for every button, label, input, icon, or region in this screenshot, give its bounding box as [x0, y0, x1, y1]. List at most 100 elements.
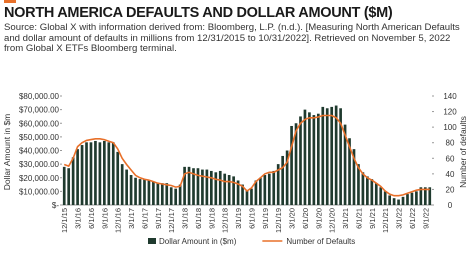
x-tick-label: 12/1/21: [381, 208, 390, 233]
line: [63, 114, 430, 197]
y2-tick-label: 60: [446, 154, 455, 163]
bar: [218, 170, 222, 205]
x-tick-label: 12/1/15: [60, 208, 69, 233]
bar: [263, 175, 267, 205]
x-tick-label: 6/1/18: [194, 208, 203, 229]
bar: [134, 177, 137, 205]
bar: [294, 123, 298, 205]
bar: [303, 109, 307, 205]
bar: [80, 145, 84, 205]
bar: [94, 140, 97, 205]
y2-tick-label: 20: [446, 185, 455, 194]
bar: [156, 183, 160, 205]
bar: [89, 142, 93, 205]
bar: [174, 188, 178, 205]
x-tick-label: 3/1/18: [181, 208, 190, 229]
bar: [392, 198, 396, 205]
bar: [223, 173, 227, 205]
bar: [227, 175, 231, 205]
x-tick-label: 6/1/20: [301, 208, 310, 229]
bar: [210, 170, 213, 205]
y2-tick-label: 140: [443, 92, 457, 101]
bar: [160, 183, 164, 205]
y-tick-label: $10,000.00: [19, 187, 60, 196]
bar: [138, 179, 142, 205]
y2-tick-label: 80: [446, 139, 455, 148]
bar: [330, 106, 334, 205]
bar: [196, 168, 200, 205]
bar: [129, 175, 133, 205]
legend-label: Number of Defaults: [286, 237, 355, 246]
y2-tick-label: 100: [443, 123, 457, 132]
bar: [325, 108, 329, 205]
bar: [178, 184, 182, 205]
bar: [201, 169, 204, 205]
bar: [214, 172, 218, 205]
x-tick-label: 3/1/17: [127, 208, 136, 229]
bar: [397, 199, 400, 205]
bar: [250, 188, 253, 205]
y-tick-label: $80,000.00: [19, 92, 60, 101]
bar: [321, 106, 325, 205]
bar: [374, 183, 378, 205]
bar: [71, 157, 75, 205]
x-tick-label: 6/1/17: [140, 208, 149, 229]
x-tick-label: 3/1/20: [288, 208, 297, 229]
bar: [423, 187, 427, 205]
bar: [366, 176, 369, 205]
x-tick-label: 6/1/16: [87, 208, 96, 229]
bar: [379, 187, 383, 205]
bar: [415, 191, 418, 205]
x-tick-label: 12/1/17: [167, 208, 176, 233]
bar: [232, 176, 235, 205]
bar: [165, 183, 169, 205]
x-tick-label: 12/1/18: [221, 208, 230, 233]
bar: [281, 155, 284, 205]
bar: [143, 179, 146, 205]
x-tick-label: 12/1/19: [274, 208, 283, 233]
chart-title: NORTH AMERICA DEFAULTS AND DOLLAR AMOUNT…: [4, 5, 393, 21]
y-tick-label: $40,000.00: [19, 147, 60, 156]
y2-tick-label: 0: [448, 201, 453, 210]
x-tick-label: 9/1/21: [368, 208, 377, 229]
bar: [98, 142, 102, 205]
bar: [111, 142, 115, 205]
bar: [312, 115, 316, 205]
legend-swatch: [148, 238, 156, 244]
bar: [205, 169, 209, 205]
bar: [290, 125, 293, 205]
y-tick-label: $20,000.00: [19, 174, 60, 183]
x-tick-label: 9/1/20: [314, 208, 323, 229]
x-tick-label: 3/1/21: [341, 208, 350, 229]
bar: [241, 184, 244, 205]
bar: [107, 142, 111, 205]
bar: [334, 105, 338, 205]
bar: [410, 192, 414, 205]
bar: [67, 168, 71, 205]
bar: [125, 169, 128, 205]
x-tick-label: 6/1/19: [247, 208, 256, 229]
bar: [419, 187, 423, 205]
x-tick-label: 6/1/21: [354, 208, 363, 229]
y-tick-label: $30,000.00: [19, 160, 60, 169]
y-tick-label: $-: [52, 201, 59, 210]
bar: [361, 172, 365, 205]
bar: [272, 170, 276, 205]
bar: [276, 164, 280, 205]
bar: [85, 142, 88, 205]
bar: [259, 177, 262, 205]
bar: [236, 180, 240, 205]
x-tick-label: 6/1/22: [408, 208, 417, 229]
y2-axis-label: Number of defaults: [458, 116, 468, 188]
y2-tick-label: 120: [443, 108, 457, 117]
bar: [406, 194, 409, 205]
bar: [357, 164, 360, 205]
y-tick-label: $60,000.00: [19, 119, 60, 128]
x-tick-label: 9/1/16: [100, 208, 109, 229]
bar: [308, 112, 311, 205]
x-tick-label: 9/1/18: [207, 208, 216, 229]
bar: [169, 187, 173, 205]
x-tick-label: 12/1/16: [114, 208, 123, 233]
